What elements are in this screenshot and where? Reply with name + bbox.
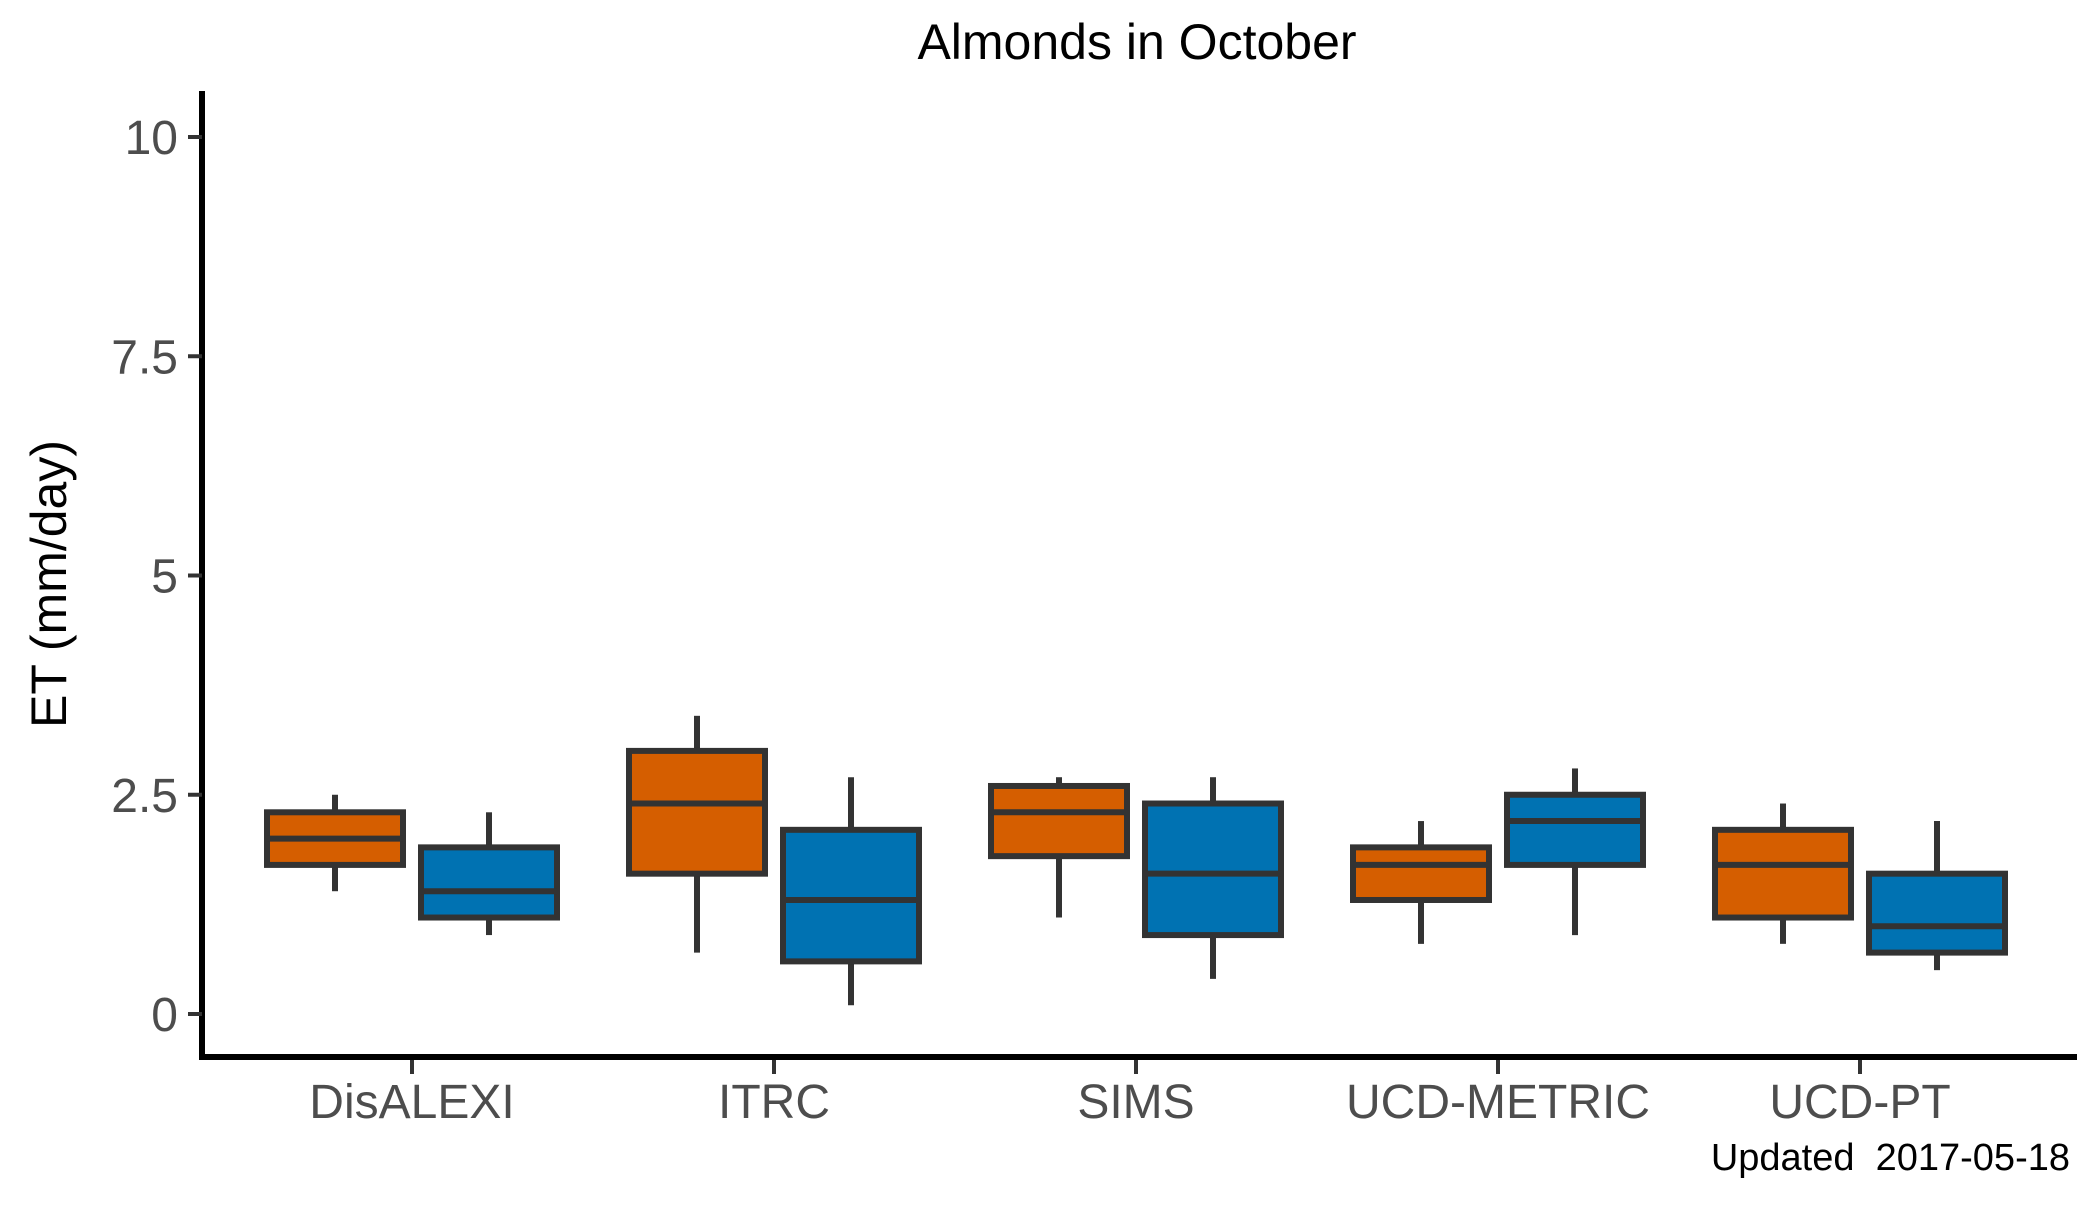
box-group bbox=[1866, 821, 2008, 971]
box-iqr bbox=[780, 826, 922, 965]
box-group bbox=[988, 777, 1130, 918]
plot-area bbox=[264, 715, 2008, 1006]
box-iqr bbox=[1866, 870, 2008, 956]
x-tick-label: UCD-METRIC bbox=[1346, 1076, 1650, 1129]
x-tick-label: ITRC bbox=[718, 1076, 830, 1129]
box-group bbox=[1504, 768, 1646, 936]
chart-caption: Updated 2017-05-18 bbox=[1711, 1137, 2070, 1179]
box-iqr bbox=[1350, 844, 1492, 903]
x-tick-label: DisALEXI bbox=[309, 1076, 514, 1129]
box-iqr bbox=[1504, 791, 1646, 868]
box-group bbox=[626, 715, 768, 953]
y-tick-label: 10 bbox=[125, 112, 178, 165]
box-group bbox=[264, 794, 406, 892]
box-iqr bbox=[418, 844, 560, 921]
x-tick-label: SIMS bbox=[1077, 1076, 1194, 1129]
y-tick-label: 7.5 bbox=[111, 331, 178, 384]
box-iqr bbox=[1712, 826, 1854, 921]
y-tick-label: 5 bbox=[151, 551, 178, 604]
box-iqr bbox=[988, 782, 1130, 860]
box-iqr bbox=[626, 747, 768, 877]
box-group bbox=[418, 812, 560, 936]
y-tick-label: 2.5 bbox=[111, 770, 178, 823]
box-group bbox=[1712, 803, 1854, 944]
x-axis-ticks: DisALEXI ITRC SIMS UCD-METRIC UCD-PT bbox=[309, 1060, 1951, 1129]
y-tick-label: 0 bbox=[151, 989, 178, 1042]
y-axis-ticks: 0 2.5 5 7.5 10 bbox=[111, 112, 202, 1042]
box-group bbox=[780, 777, 922, 1006]
y-axis-label: ET (mm/day) bbox=[21, 440, 77, 728]
box-group bbox=[1142, 777, 1284, 979]
box-group bbox=[1350, 821, 1492, 944]
x-tick-label: UCD-PT bbox=[1769, 1076, 1950, 1129]
box-iqr bbox=[1142, 800, 1284, 939]
chart-title: Almonds in October bbox=[917, 14, 1356, 70]
